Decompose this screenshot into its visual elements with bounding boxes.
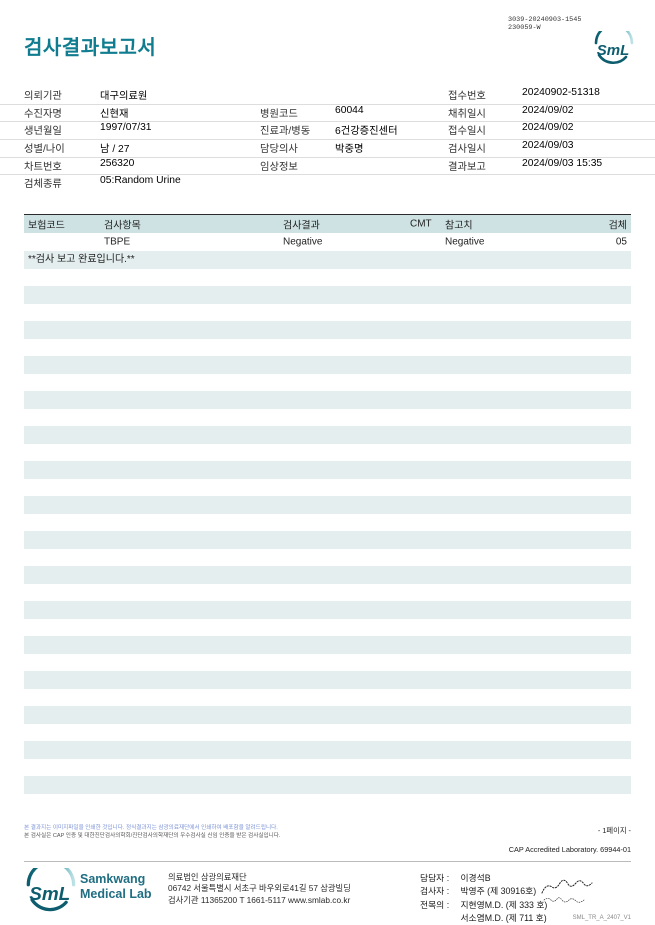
svg-text:SmL: SmL [29,884,70,905]
svg-text:SmL: SmL [597,42,630,59]
